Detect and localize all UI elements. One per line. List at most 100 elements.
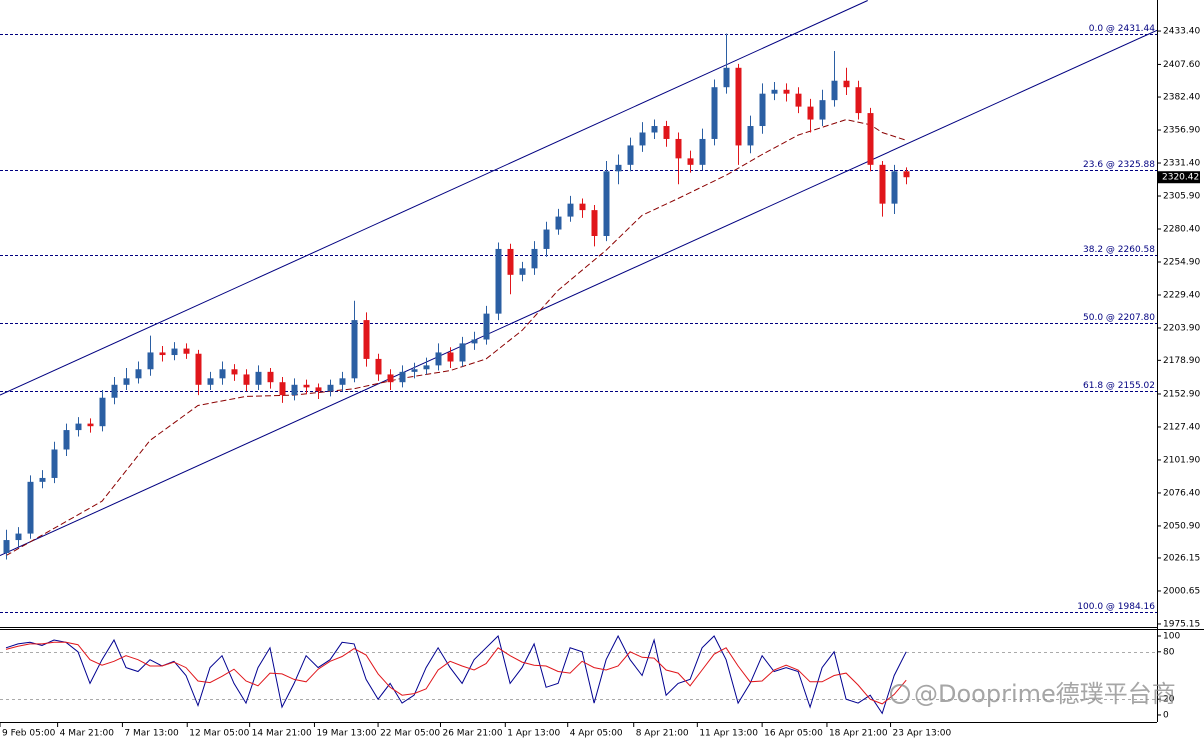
x-tick-label: 9 Feb 05:00 [2, 729, 56, 739]
x-tick-label: 23 Apr 13:00 [893, 729, 952, 739]
y-tick-label: 2331.40 [1163, 159, 1200, 169]
candle-body [783, 89, 790, 94]
candle-body [711, 87, 718, 139]
candle-body [579, 203, 586, 211]
y-tick-label: 2382.40 [1163, 93, 1200, 103]
candle-body [111, 384, 118, 398]
candle-body [771, 89, 778, 94]
y-tick-label: 100 [1163, 632, 1180, 642]
x-tick-label: 18 Apr 21:00 [829, 729, 888, 739]
candle-body [195, 353, 202, 385]
y-tick-label: 2127.40 [1163, 422, 1200, 432]
candle-body [663, 126, 670, 139]
y-tick-label: 2229.40 [1163, 290, 1200, 300]
x-tick-label: 1 Apr 13:00 [507, 729, 560, 739]
candle-body [627, 145, 634, 165]
candle-body [207, 378, 214, 385]
watermark-text: @Dooprime德璞平台商 [914, 680, 1176, 708]
channel-line [0, 29, 1157, 557]
axes: 2433.40 2407.60 2382.40 2356.90 2331.40 2305.… [0, 27, 1200, 739]
candle-body [843, 80, 850, 88]
y-tick-label: 2356.90 [1163, 126, 1200, 136]
candle-body [615, 164, 622, 172]
candle-body [735, 67, 742, 146]
candle-body [243, 374, 250, 385]
candle-body [807, 106, 814, 120]
candle-body [483, 313, 490, 340]
moving-average [5, 119, 907, 557]
candle-body [75, 423, 82, 431]
candle-body [51, 449, 58, 478]
candle-body [303, 384, 310, 388]
candle-body [339, 378, 346, 385]
candle-body [183, 348, 190, 354]
watermark-logo [890, 684, 910, 704]
candle-body [135, 369, 142, 379]
fib-label: 38.2 @ 2260.58 [1083, 245, 1155, 255]
candle-body [603, 171, 610, 236]
candle-body [291, 384, 298, 396]
candle-body [831, 80, 838, 101]
y-tick-label: 80 [1163, 647, 1175, 657]
y-tick-label: 20 [1163, 695, 1175, 705]
candle-body [219, 369, 226, 379]
candle-body [531, 248, 538, 269]
x-tick-label: 11 Apr 13:00 [699, 729, 758, 739]
y-tick-label: 2026.15 [1163, 553, 1200, 563]
candle-body [351, 320, 358, 379]
candle-body [255, 371, 262, 385]
candle-body [687, 158, 694, 165]
current-price-box [1158, 171, 1200, 184]
candle-body [567, 203, 574, 217]
candle-body [699, 138, 706, 165]
candle-body [423, 365, 430, 370]
candle-body [447, 352, 454, 362]
y-tick-label: 2000.65 [1163, 586, 1200, 596]
oscillator-line [5, 641, 907, 705]
candle-body [267, 371, 274, 383]
candle-body [879, 164, 886, 204]
candle-body [39, 477, 46, 482]
candle-body [123, 378, 130, 385]
candle-body [495, 248, 502, 314]
x-tick-label: 26 Mar 21:00 [442, 729, 502, 739]
fib-label: 100.0 @ 1984.16 [1077, 602, 1155, 612]
price-panel: 0.0 @ 2431.44 23.6 @ 2325.88 38.2 @ 2260.5… [0, 0, 1157, 613]
candle-body [399, 371, 406, 383]
candle-body [795, 93, 802, 107]
y-tick-label: 2305.90 [1163, 192, 1200, 202]
channel-line [0, 0, 868, 396]
y-tick-label: 0 [1163, 710, 1169, 720]
candle-body [651, 126, 658, 133]
fib-label: 61.8 @ 2155.02 [1083, 381, 1155, 391]
candle-body [723, 67, 730, 88]
y-tick-label: 2407.60 [1163, 60, 1200, 70]
candle-body [675, 138, 682, 159]
candle-body [507, 248, 514, 275]
y-tick-label: 2254.90 [1163, 258, 1200, 268]
oscillator-panel [0, 634, 1157, 715]
candle-body [555, 216, 562, 230]
current-price-label: 2320.42 [1162, 173, 1199, 183]
candle-body [27, 481, 34, 534]
y-tick-label: 2101.90 [1163, 455, 1200, 465]
candle-body [315, 387, 322, 392]
candle-body [435, 352, 442, 366]
y-tick-label: 2178.90 [1163, 356, 1200, 366]
candle-body [519, 268, 526, 275]
candle-body [387, 374, 394, 383]
candle-body [819, 100, 826, 120]
candle-body [855, 87, 862, 114]
y-tick-label: 1975.15 [1163, 619, 1200, 629]
candle-body [99, 397, 106, 427]
candle-body [459, 343, 466, 362]
x-tick-label: 7 Mar 13:00 [124, 729, 179, 739]
y-tick-label: 2280.40 [1163, 225, 1200, 235]
candle-body [543, 229, 550, 249]
y-tick-label: 2203.90 [1163, 323, 1200, 333]
y-tick-label: 2433.40 [1163, 27, 1200, 37]
x-tick-label: 4 Mar 21:00 [60, 729, 115, 739]
y-tick-label: 2050.90 [1163, 521, 1200, 531]
candle-body [375, 358, 382, 375]
